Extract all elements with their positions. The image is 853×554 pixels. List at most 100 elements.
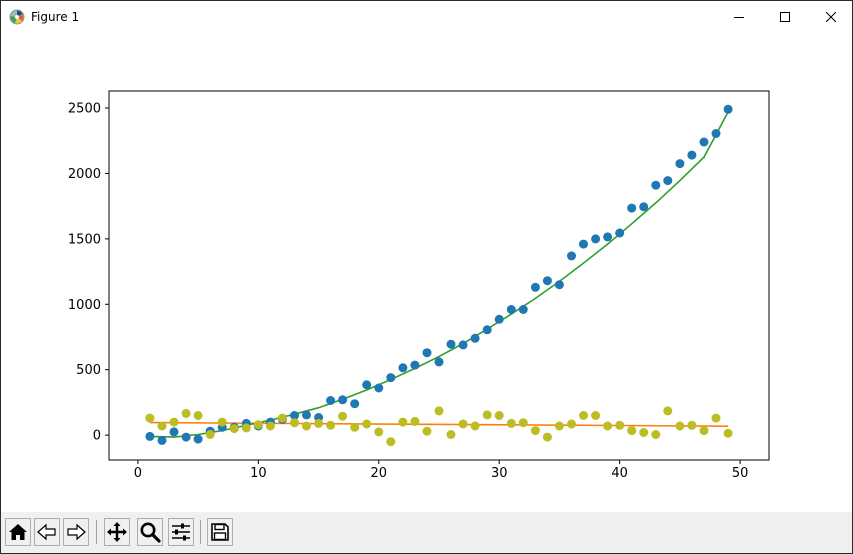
pan-button[interactable] [104, 518, 130, 546]
subplots-button[interactable] [168, 518, 194, 546]
data-points [145, 104, 733, 447]
data-point-series-1 [422, 426, 432, 436]
data-point-series-1 [470, 421, 480, 431]
data-point-series-1 [181, 409, 191, 418]
data-point-series-1 [627, 426, 637, 436]
data-point-series-0 [326, 396, 336, 405]
data-point-series-1 [350, 422, 360, 432]
data-point-series-1 [362, 419, 372, 429]
x-tick-label: 10 [250, 466, 267, 481]
data-point-series-0 [639, 202, 649, 212]
data-point-series-1 [157, 421, 167, 431]
pan-icon [107, 522, 127, 542]
data-point-series-0 [169, 427, 179, 437]
data-point-series-0 [470, 333, 480, 343]
data-point-series-0 [723, 104, 733, 114]
data-point-series-0 [567, 251, 576, 261]
title-bar[interactable]: Figure 1 [1, 1, 852, 33]
data-point-series-0 [422, 348, 432, 358]
home-icon [9, 524, 27, 540]
data-point-series-0 [338, 395, 348, 405]
data-point-series-0 [446, 339, 456, 349]
data-point-series-0 [663, 176, 673, 186]
data-point-series-0 [627, 203, 637, 213]
data-point-series-1 [205, 430, 215, 439]
data-point-series-1 [494, 411, 504, 420]
x-tick-label: 40 [611, 466, 628, 481]
data-point-series-1 [169, 417, 179, 427]
data-point-series-0 [579, 239, 588, 249]
data-point-series-0 [591, 234, 601, 244]
data-point-series-0 [482, 325, 492, 335]
zoom-button[interactable] [137, 518, 163, 546]
data-point-series-0 [374, 383, 384, 393]
back-arrow-icon [37, 523, 56, 541]
back-button[interactable] [34, 518, 60, 546]
x-tick-label: 30 [491, 466, 508, 481]
zoom-icon [140, 522, 161, 543]
data-point-series-1 [290, 418, 299, 428]
data-point-series-0 [554, 280, 564, 290]
data-point-series-1 [458, 419, 468, 429]
data-point-series-1 [530, 426, 540, 436]
data-point-series-0 [181, 432, 191, 442]
home-button[interactable] [5, 518, 31, 546]
data-point-series-1 [567, 419, 576, 429]
close-icon [826, 12, 836, 22]
minimize-icon [734, 17, 744, 18]
data-point-series-0 [290, 411, 299, 420]
data-point-series-1 [265, 421, 275, 431]
data-point-series-1 [338, 411, 348, 421]
data-point-series-0 [506, 305, 516, 314]
data-point-series-1 [518, 418, 528, 428]
figure-canvas[interactable]: 0 10 20 30 40 50 0 500 1000 1500 2000 2500 [1, 33, 852, 512]
data-point-series-1 [193, 411, 203, 420]
data-point-series-1 [591, 411, 601, 420]
data-point-series-1 [711, 413, 721, 423]
data-point-series-0 [651, 180, 661, 190]
data-point-series-0 [518, 305, 528, 314]
data-point-series-1 [554, 421, 564, 431]
data-point-series-0 [494, 314, 504, 324]
data-point-series-0 [145, 431, 155, 441]
y-tick-label: 500 [76, 363, 101, 378]
data-point-series-0 [711, 129, 721, 138]
data-point-series-1 [663, 406, 673, 416]
navigation-toolbar [1, 512, 852, 553]
y-tick-label: 2000 [68, 167, 101, 182]
data-point-series-1 [603, 421, 613, 431]
toolbar-separator [96, 520, 97, 544]
data-point-series-1 [314, 418, 324, 428]
data-point-series-1 [374, 427, 384, 437]
data-point-series-0 [362, 380, 372, 390]
data-point-series-1 [639, 428, 649, 437]
data-point-series-1 [651, 430, 661, 439]
data-point-series-0 [615, 228, 625, 238]
close-button[interactable] [808, 1, 853, 33]
toolbar-separator [200, 520, 201, 544]
save-button[interactable] [207, 518, 233, 546]
x-tick-label: 0 [134, 466, 142, 481]
data-point-series-1 [217, 417, 227, 427]
data-point-series-0 [542, 276, 552, 286]
data-point-series-1 [699, 426, 709, 436]
x-tick-label: 50 [732, 466, 749, 481]
maximize-button[interactable] [762, 1, 808, 33]
data-point-series-1 [277, 413, 287, 423]
minimize-button[interactable] [716, 1, 762, 33]
data-point-series-0 [157, 435, 167, 445]
data-point-series-0 [350, 399, 360, 409]
forward-arrow-icon [67, 523, 86, 541]
data-point-series-0 [302, 410, 311, 420]
data-point-series-1 [723, 428, 733, 438]
data-point-series-0 [458, 340, 468, 350]
forward-button[interactable] [63, 518, 89, 546]
data-point-series-1 [434, 406, 444, 416]
axes-spine-box [108, 90, 770, 461]
data-point-series-1 [687, 420, 697, 430]
data-point-series-1 [542, 432, 552, 442]
data-point-series-1 [579, 411, 588, 420]
